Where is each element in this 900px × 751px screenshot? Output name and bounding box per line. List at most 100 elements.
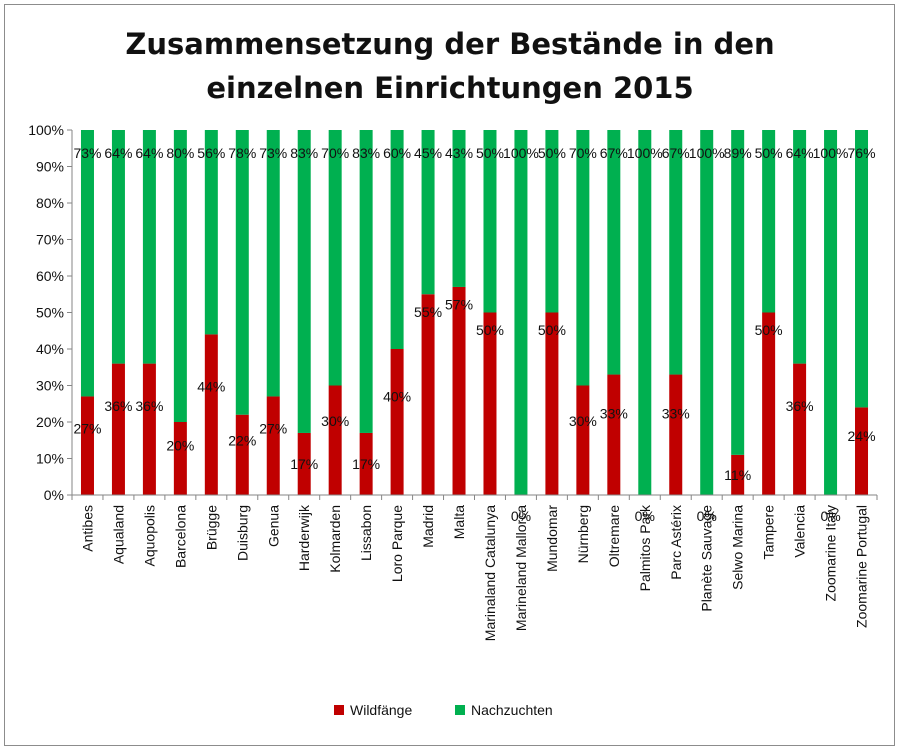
data-label-nachzuchten: 45% [414,145,442,161]
data-label-nachzuchten: 67% [662,145,690,161]
x-tick-label: Brügge [203,505,219,550]
bar-wildfaenge [762,312,776,495]
data-label-nachzuchten: 64% [135,145,163,161]
bar-nachzuchten [638,130,652,495]
y-tick-label: 10% [36,451,64,467]
data-label-nachzuchten: 89% [724,145,752,161]
legend-label-nachzuchten: Nachzuchten [471,702,553,718]
bar-nachzuchten [235,130,249,415]
x-tick-label: Duisburg [234,505,250,561]
legend: Wildfänge Nachzuchten [0,702,900,726]
bar-nachzuchten [607,130,621,375]
data-label-wildfaenge: 50% [755,322,783,338]
legend-label-wildfaenge: Wildfänge [350,702,413,718]
data-label-nachzuchten: 100% [503,145,539,161]
data-label-nachzuchten: 100% [813,145,849,161]
bar-nachzuchten [142,130,156,364]
y-tick-label: 60% [36,268,64,284]
data-label-wildfaenge: 36% [104,398,132,414]
data-label-wildfaenge: 30% [321,413,349,429]
data-label-nachzuchten: 83% [352,145,380,161]
data-label-nachzuchten: 60% [383,145,411,161]
chart-title-line-1: Zusammensetzung der Bestände in den [125,27,775,61]
bar-nachzuchten [328,130,342,386]
data-label-wildfaenge: 0% [635,508,655,524]
data-label-wildfaenge: 50% [538,322,566,338]
data-label-nachzuchten: 50% [538,145,566,161]
data-label-wildfaenge: 24% [848,428,876,444]
bar-nachzuchten [452,130,466,287]
data-label-nachzuchten: 43% [445,145,473,161]
x-tick-label: Selwo Marina [730,505,746,590]
data-label-nachzuchten: 78% [228,145,256,161]
bar-wildfaenge [142,363,156,495]
data-label-wildfaenge: 36% [786,398,814,414]
x-tick-label: Lissabon [358,505,374,561]
y-tick-label: 100% [28,122,64,138]
bar-wildfaenge [576,385,590,495]
bar-nachzuchten [173,130,187,422]
bar-nachzuchten [669,130,683,375]
bar-wildfaenge [328,385,342,495]
data-label-wildfaenge: 11% [724,467,751,483]
data-label-wildfaenge: 27% [259,420,287,436]
bar-nachzuchten [483,130,497,313]
x-tick-label: Aquopolis [141,505,157,567]
chart-title: Zusammensetzung der Bestände in den einz… [0,22,900,110]
data-label-nachzuchten: 100% [627,145,663,161]
data-label-wildfaenge: 0% [697,508,717,524]
data-label-wildfaenge: 33% [600,406,628,422]
bar-nachzuchten [421,130,435,295]
bar-wildfaenge [545,312,559,495]
data-label-wildfaenge: 40% [383,388,411,404]
data-label-nachzuchten: 73% [259,145,287,161]
data-label-nachzuchten: 50% [476,145,504,161]
chart-title-line-2: einzelnen Einrichtungen 2015 [206,71,694,105]
x-tick-label: Zoomarine Portugal [854,505,870,628]
bar-nachzuchten [204,130,218,335]
bar-wildfaenge [173,422,187,495]
data-label-wildfaenge: 30% [569,413,597,429]
x-tick-label: Oltremare [606,505,622,567]
data-label-nachzuchten: 76% [848,145,876,161]
x-tick-label: Antibes [79,505,95,552]
legend-item-nachzuchten: Nachzuchten [455,702,553,718]
x-tick-label: Kolmarden [327,505,343,573]
bar-nachzuchten [855,130,869,408]
bar-wildfaenge [483,312,497,495]
x-tick-label: Marinaland Catalunya [482,505,498,641]
data-label-wildfaenge: 22% [228,433,256,449]
bar-wildfaenge [390,349,404,495]
data-label-wildfaenge: 27% [73,420,101,436]
y-tick-label: 70% [36,232,64,248]
data-label-nachzuchten: 80% [166,145,194,161]
x-tick-label: Barcelona [172,505,188,568]
data-label-wildfaenge: 44% [197,378,225,394]
bar-nachzuchten [731,130,745,455]
bar-nachzuchten [700,130,714,495]
legend-item-wildfaenge: Wildfänge [334,702,412,718]
data-label-nachzuchten: 64% [786,145,814,161]
bar-wildfaenge [793,363,807,495]
bar-wildfaenge [80,396,94,495]
x-tick-label: Harderwijk [296,504,312,571]
data-label-wildfaenge: 36% [135,398,163,414]
data-label-nachzuchten: 56% [197,145,225,161]
legend-swatch-wildfaenge [334,705,344,715]
data-label-nachzuchten: 73% [73,145,101,161]
x-tick-label: Mundomar [544,505,560,572]
bar-wildfaenge [731,454,745,495]
bar-nachzuchten [514,130,528,495]
y-tick-label: 30% [36,378,64,394]
data-label-nachzuchten: 67% [600,145,628,161]
x-tick-label: Loro Parque [389,505,405,582]
data-label-nachzuchten: 70% [569,145,597,161]
data-label-wildfaenge: 0% [820,508,840,524]
bar-nachzuchten [266,130,280,397]
data-label-nachzuchten: 70% [321,145,349,161]
bar-wildfaenge [421,294,435,495]
data-label-wildfaenge: 17% [352,456,380,472]
data-label-nachzuchten: 100% [689,145,725,161]
y-tick-label: 80% [36,195,64,211]
bar-wildfaenge [297,432,311,495]
